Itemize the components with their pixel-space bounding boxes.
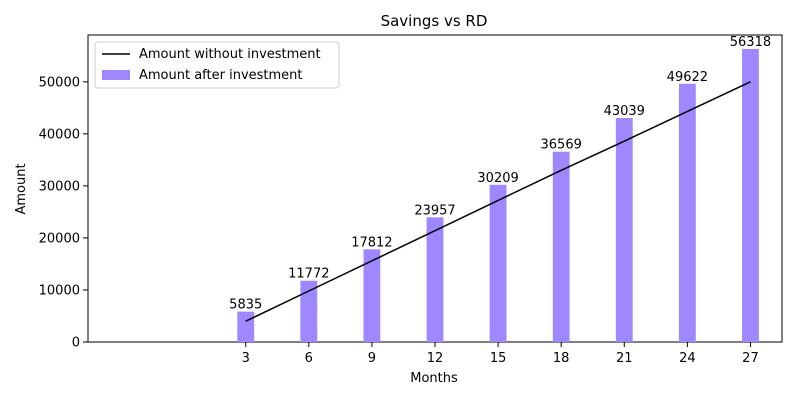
y-tick-label-30000: 30000 xyxy=(39,179,80,194)
bar-month-9 xyxy=(363,249,381,342)
bar-label-month-9: 17812 xyxy=(351,235,392,250)
x-axis-label: Months xyxy=(410,371,458,386)
bar-month-3 xyxy=(237,311,255,342)
bar-month-12 xyxy=(426,217,444,342)
bar-month-27 xyxy=(742,48,759,342)
y-tick-label-50000: 50000 xyxy=(39,75,80,90)
bar-label-month-18: 36569 xyxy=(541,138,582,153)
y-tick-label-40000: 40000 xyxy=(39,127,80,142)
x-tick-label-15: 15 xyxy=(490,351,507,366)
x-tick-label-6: 6 xyxy=(305,351,313,366)
y-axis: 0 10000 20000 30000 40000 50000 xyxy=(39,75,88,351)
bar-month-6 xyxy=(300,280,318,342)
bar-month-18 xyxy=(552,151,570,342)
x-tick-label-9: 9 xyxy=(368,351,376,366)
x-tick-label-3: 3 xyxy=(242,351,250,366)
x-tick-label-24: 24 xyxy=(679,351,696,366)
chart-title: Savings vs RD xyxy=(381,12,488,30)
line-series-amount-without-investment xyxy=(245,81,751,322)
legend-label-line: Amount without investment xyxy=(139,47,321,62)
bar-month-21 xyxy=(615,118,633,343)
y-tick-label-20000: 20000 xyxy=(39,231,80,246)
x-tick-label-27: 27 xyxy=(742,351,759,366)
legend-box xyxy=(94,41,340,89)
y-axis-label: Amount xyxy=(14,163,29,214)
legend: Amount without investment Amount after i… xyxy=(94,41,340,89)
bar-data-labels: 5835 11772 17812 23957 30209 36569 43039 49622 5… xyxy=(229,35,771,313)
bar-label-month-3: 5835 xyxy=(229,298,262,313)
bar-label-month-24: 49622 xyxy=(667,70,708,85)
legend-bar-swatch xyxy=(102,70,130,80)
y-tick-label-10000: 10000 xyxy=(39,283,80,298)
bar-month-24 xyxy=(678,83,696,342)
legend-label-bar: Amount after investment xyxy=(139,68,303,83)
plot-area: 5835 11772 17812 23957 30209 36569 43039 49622 5… xyxy=(87,34,783,343)
y-tick-label-0: 0 xyxy=(72,336,80,351)
bar-label-month-12: 23957 xyxy=(414,203,455,218)
x-axis: 3 6 9 12 15 18 21 24 27 xyxy=(242,342,759,366)
bar-label-month-15: 30209 xyxy=(477,171,518,186)
bar-label-month-27: 56318 xyxy=(730,35,771,50)
x-tick-label-18: 18 xyxy=(553,351,570,366)
bar-series xyxy=(237,48,759,343)
bar-month-15 xyxy=(489,184,507,342)
bar-label-month-21: 43039 xyxy=(604,104,645,119)
x-tick-label-21: 21 xyxy=(616,351,633,366)
x-tick-label-12: 12 xyxy=(427,351,444,366)
bar-label-month-6: 11772 xyxy=(288,267,329,282)
